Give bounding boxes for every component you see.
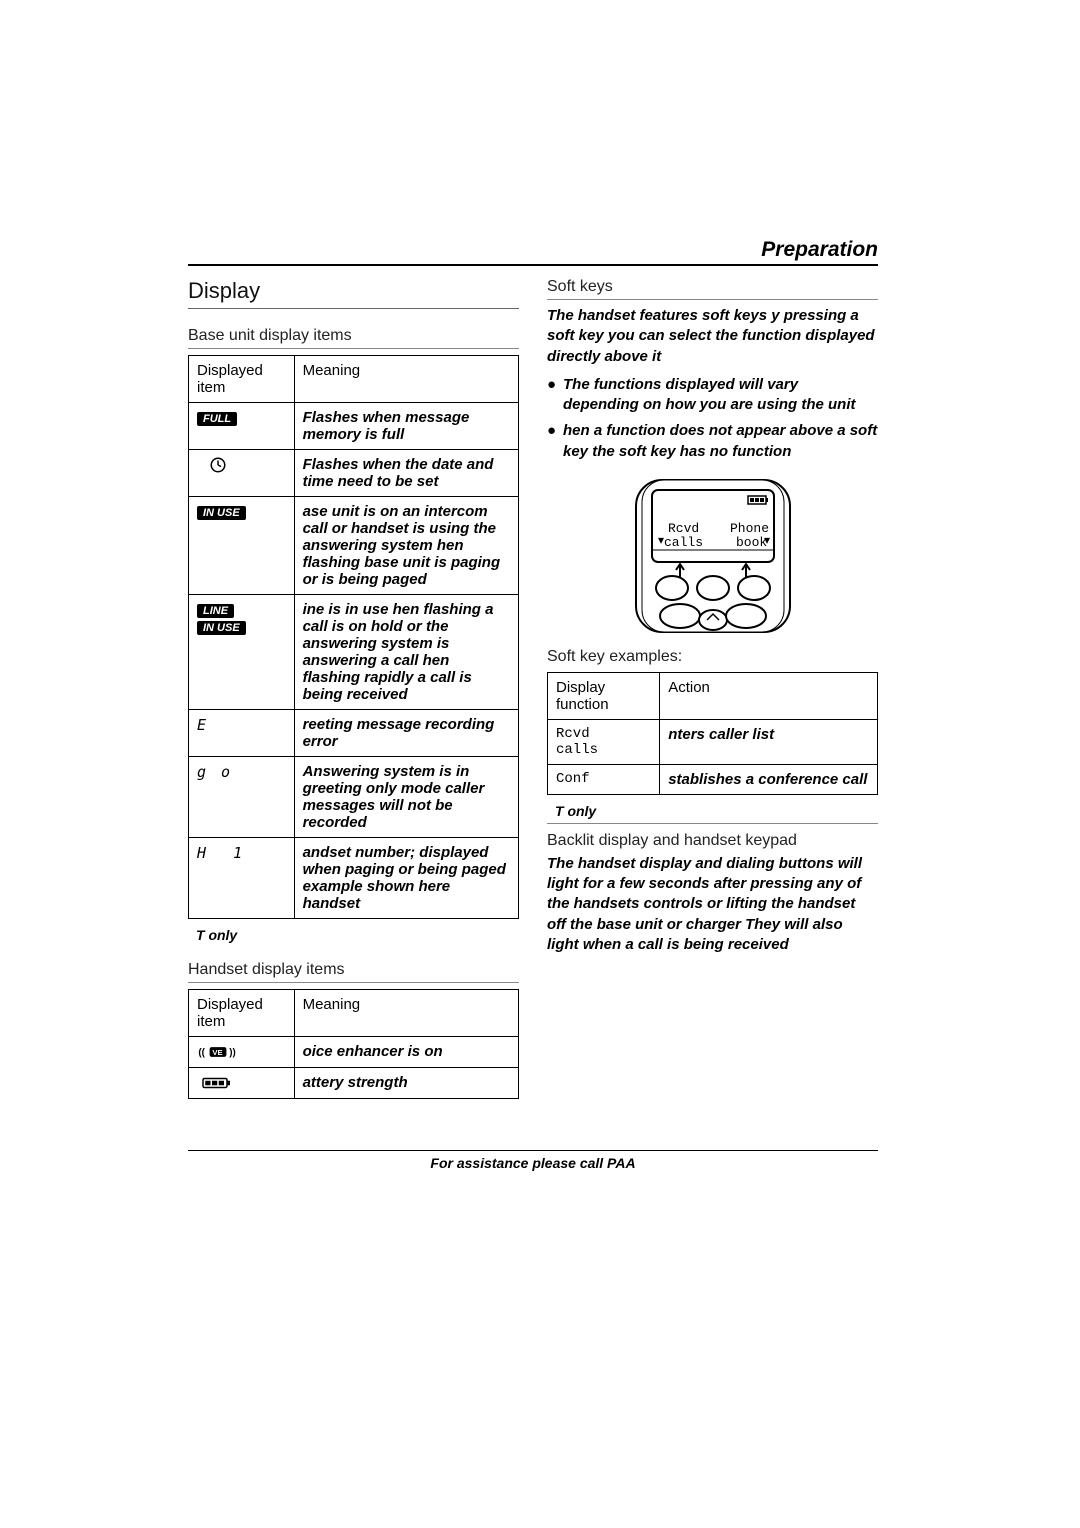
soft-keys-intro: The handset features soft keys y pressin… — [547, 306, 878, 367]
col-header-action: Action — [660, 672, 878, 719]
col-header-item: Displayed item — [189, 990, 295, 1037]
table-row: E reeting message recording error — [189, 710, 519, 757]
soft-keys-bullets: The functions displayed will vary depend… — [547, 375, 878, 462]
right-column: Soft keys The handset features soft keys… — [547, 278, 878, 1099]
table-row: Conf stablishes a conference call — [548, 764, 878, 794]
row-meaning: oice enhancer is on — [294, 1037, 518, 1068]
row-meaning: Flashes when the date and time need to b… — [294, 450, 518, 497]
in-use-icon: IN USE — [197, 621, 246, 635]
col-header-func: Display function — [548, 672, 660, 719]
soft-key-examples-heading: Soft key examples: — [547, 648, 878, 666]
backlit-heading: Backlit display and handset keypad — [547, 823, 878, 850]
svg-text:)): )) — [229, 1048, 236, 1059]
row-meaning: ine is in use hen flashing a call is on … — [294, 595, 518, 710]
table-row: LINE IN USE ine is in use hen flashing a… — [189, 595, 519, 710]
t-only-note: T only — [196, 927, 519, 943]
handset-illustration: Rcvd calls Phone book ▾ ▾ — [618, 476, 808, 636]
soft-key-table: Display function Action Rcvdcalls nters … — [547, 672, 878, 795]
table-row: Rcvdcalls nters caller list — [548, 719, 878, 764]
table-row: attery strength — [189, 1068, 519, 1099]
go-label: g o — [197, 763, 233, 781]
backlit-body: The handset display and dialing buttons … — [547, 854, 878, 955]
row-meaning: Answering system is in greeting only mod… — [294, 757, 518, 838]
t-only-note: T only — [555, 803, 878, 819]
clock-icon — [197, 456, 239, 474]
softkey-action: nters caller list — [660, 719, 878, 764]
softkey-action: stablishes a conference call — [660, 764, 878, 794]
col-header-meaning: Meaning — [294, 356, 518, 403]
bullet-item: The functions displayed will vary depend… — [547, 375, 878, 416]
row-meaning: attery strength — [294, 1068, 518, 1099]
h1-label: H 1 — [197, 844, 245, 862]
svg-text:((: (( — [198, 1048, 205, 1059]
base-unit-table: Displayed item Meaning FULL Flashes when… — [188, 355, 519, 919]
section-header: Preparation — [188, 238, 878, 266]
table-row: H 1 andset number; displayed when paging… — [189, 838, 519, 919]
row-meaning: ase unit is on an intercom call or hands… — [294, 497, 518, 595]
handset-table: Displayed item Meaning (( VE )) oice enh… — [188, 989, 519, 1099]
handset-subhead: Handset display items — [188, 961, 519, 983]
table-row: Flashes when the date and time need to b… — [189, 450, 519, 497]
row-meaning: Flashes when message memory is full — [294, 403, 518, 450]
line-icon: LINE — [197, 604, 234, 618]
in-use-icon: IN USE — [197, 506, 246, 520]
col-header-meaning: Meaning — [294, 990, 518, 1037]
screen-right-line2: book — [736, 535, 767, 550]
page-title: Display — [188, 278, 519, 309]
soft-keys-heading: Soft keys — [547, 278, 878, 300]
voice-enhancer-icon: (( VE )) — [197, 1043, 239, 1061]
softkey-func: Rcvdcalls — [548, 719, 660, 764]
screen-left-line1: Rcvd — [668, 521, 699, 536]
battery-icon — [197, 1074, 239, 1092]
col-header-item: Displayed item — [189, 356, 295, 403]
table-row: (( VE )) oice enhancer is on — [189, 1037, 519, 1068]
table-row: IN USE ase unit is on an intercom call o… — [189, 497, 519, 595]
row-meaning: reeting message recording error — [294, 710, 518, 757]
page-footer: For assistance please call PAA — [188, 1150, 878, 1171]
table-row: FULL Flashes when message memory is full — [189, 403, 519, 450]
svg-text:▾: ▾ — [764, 533, 770, 547]
softkey-func: Conf — [548, 764, 660, 794]
base-unit-subhead: Base unit display items — [188, 327, 519, 349]
table-row: g o Answering system is in greeting only… — [189, 757, 519, 838]
svg-text:▾: ▾ — [658, 533, 664, 547]
full-icon: FULL — [197, 412, 237, 426]
bullet-item: hen a function does not appear above a s… — [547, 421, 878, 462]
e-label: E — [197, 716, 209, 734]
row-meaning: andset number; displayed when paging or … — [294, 838, 518, 919]
svg-text:VE: VE — [212, 1048, 222, 1057]
screen-left-line2: calls — [664, 535, 703, 550]
left-column: Display Base unit display items Displaye… — [188, 278, 519, 1099]
